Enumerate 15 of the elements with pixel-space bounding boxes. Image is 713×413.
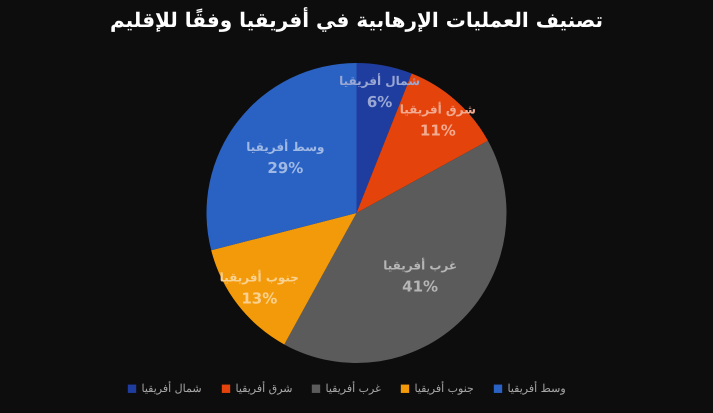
pie-slice: [211, 213, 356, 344]
slice-label: غرب أفريقيا: [383, 258, 458, 273]
data-label: 13%: [241, 289, 278, 308]
legend-label: وسط أفريقيا: [508, 380, 566, 395]
data-label: 11%: [420, 122, 456, 140]
slice-label: وسط أفريقيا: [246, 138, 325, 154]
legend-label: شمال أفريقيا: [142, 380, 202, 395]
legend-label: شرق أفريقيا: [236, 380, 292, 395]
legend-label: جنوب أفريقيا: [414, 380, 474, 395]
slice-label: جنوب أفريقيا: [220, 269, 299, 284]
data-label: 6%: [366, 93, 392, 112]
data-label: 29%: [267, 158, 304, 177]
chart-title: تصنيف العمليات الإرهابية في أفريقيا وفقًا للإقليم: [110, 7, 604, 32]
legend-label: غرب أفريقيا: [326, 380, 382, 395]
data-label: 41%: [402, 278, 438, 296]
